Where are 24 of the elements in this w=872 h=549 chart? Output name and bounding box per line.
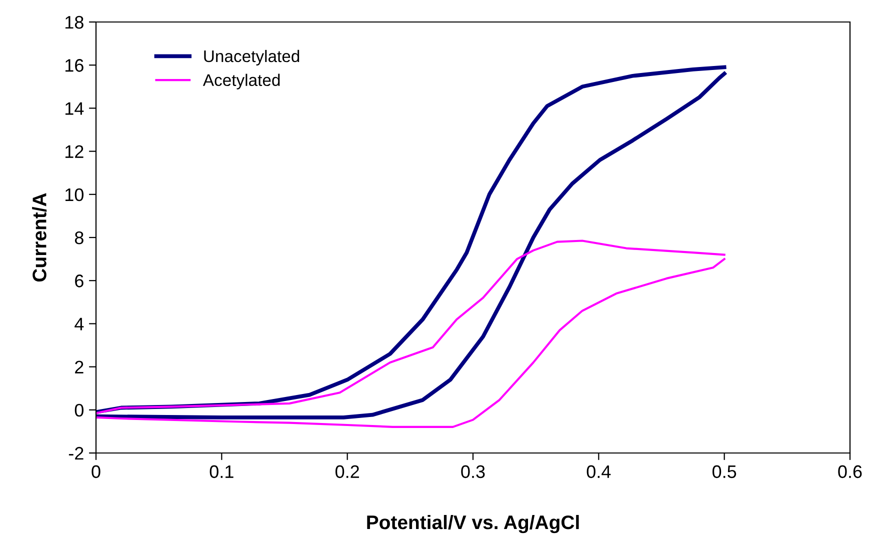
- legend-label: Acetylated: [202, 74, 280, 90]
- x-tick-label: 0.3: [461, 465, 485, 478]
- y-tick-label: 16: [65, 59, 84, 72]
- x-tick-label: 0.6: [838, 465, 862, 478]
- y-tick-label: 8: [74, 231, 84, 244]
- y-tick-label: 18: [65, 16, 84, 29]
- y-tick-label: 4: [74, 318, 84, 330]
- y-tick-label: 14: [65, 102, 84, 115]
- x-axis-title: Potential/V vs. Ag/AgCl: [367, 514, 579, 534]
- y-axis-title: Current/A: [32, 193, 47, 282]
- legend-label: Unacetylated: [204, 50, 300, 66]
- x-tick-label: 0.2: [335, 465, 359, 478]
- line-series: [96, 240, 726, 414]
- x-tick-label: 0.5: [712, 465, 736, 478]
- x-tick-label: 0.4: [586, 465, 611, 478]
- y-tick-label: 2: [75, 360, 84, 374]
- y-tick-label: -2: [68, 446, 84, 460]
- y-tick-label: 10: [65, 188, 84, 202]
- y-tick-label: 0: [74, 404, 84, 417]
- x-tick-label: 0.1: [210, 465, 234, 478]
- y-tick-label: 12: [65, 145, 84, 158]
- x-tick-label: 0: [92, 465, 100, 478]
- y-tick-label: 6: [75, 274, 84, 288]
- line-series: [96, 258, 726, 428]
